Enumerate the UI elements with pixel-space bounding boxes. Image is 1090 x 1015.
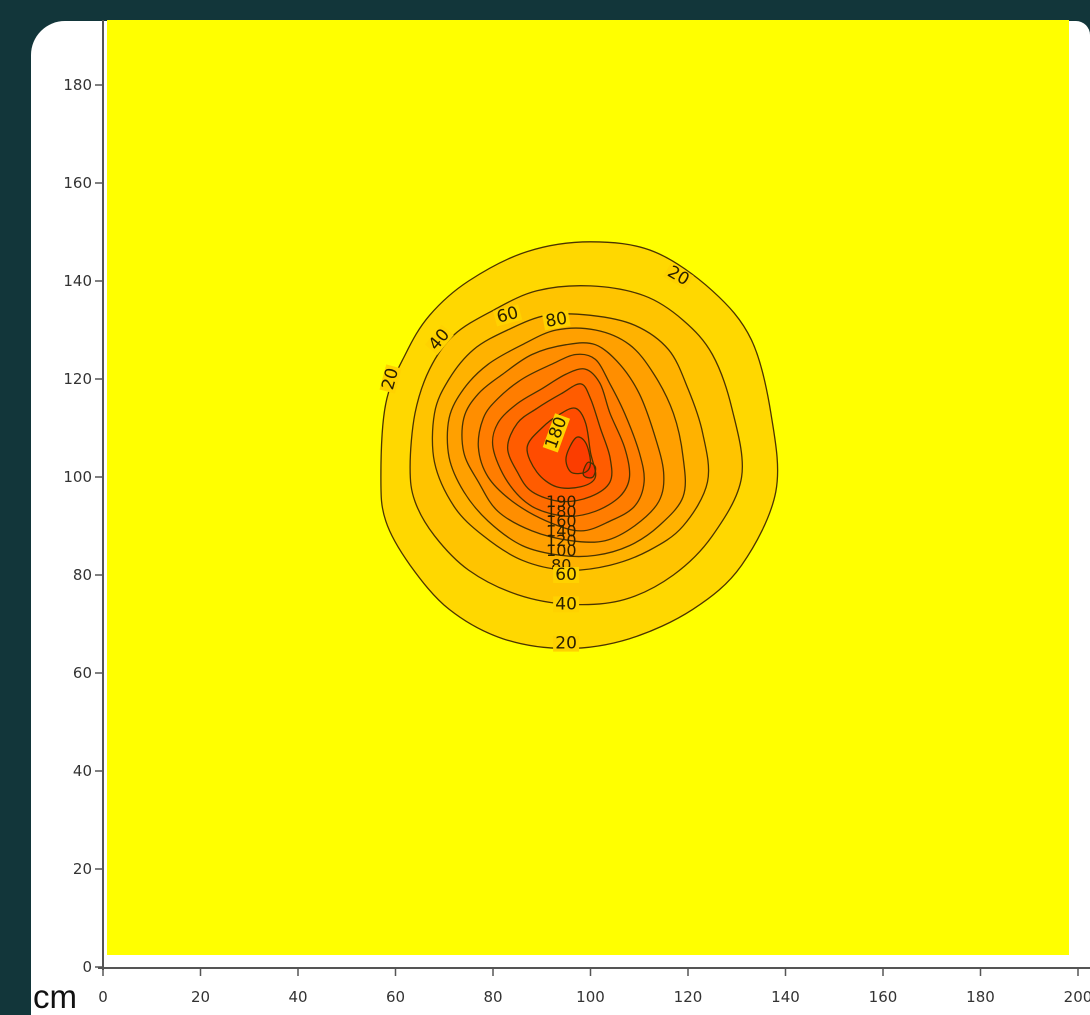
- contour-label-text: 80: [544, 308, 569, 331]
- x-tick-label-120: 120: [674, 988, 703, 1006]
- x-tick-label-200: 200: [1064, 988, 1090, 1006]
- x-tick-label-40: 40: [288, 988, 307, 1006]
- x-tick-label-180: 180: [966, 988, 995, 1006]
- contour-label-text: 60: [555, 565, 577, 585]
- contour-label-text: 20: [555, 634, 577, 654]
- y-tick-label-60: 60: [73, 664, 92, 682]
- unit-label: cm: [33, 980, 77, 1013]
- y-tick-label-20: 20: [73, 860, 92, 878]
- contour-label-text: 40: [555, 594, 577, 614]
- x-tick-label-0: 0: [98, 988, 108, 1006]
- x-tick-label-60: 60: [386, 988, 405, 1006]
- x-tick-label-100: 100: [576, 988, 605, 1006]
- x-tick-label-140: 140: [771, 988, 800, 1006]
- y-tick-label-100: 100: [63, 468, 92, 486]
- y-tick-label-40: 40: [73, 762, 92, 780]
- y-tick-label-80: 80: [73, 566, 92, 584]
- contour-label-14: 40: [553, 594, 579, 614]
- x-tick-label-160: 160: [869, 988, 898, 1006]
- y-tick-label-160: 160: [63, 174, 92, 192]
- contour-label-13: 60: [553, 565, 579, 585]
- y-tick-label-140: 140: [63, 272, 92, 290]
- x-tick-label-80: 80: [483, 988, 502, 1006]
- y-tick-label-0: 0: [82, 958, 92, 976]
- contour-label-15: 20: [553, 634, 579, 654]
- y-tick-label-180: 180: [63, 76, 92, 94]
- y-tick-label-120: 120: [63, 370, 92, 388]
- x-tick-label-20: 20: [191, 988, 210, 1006]
